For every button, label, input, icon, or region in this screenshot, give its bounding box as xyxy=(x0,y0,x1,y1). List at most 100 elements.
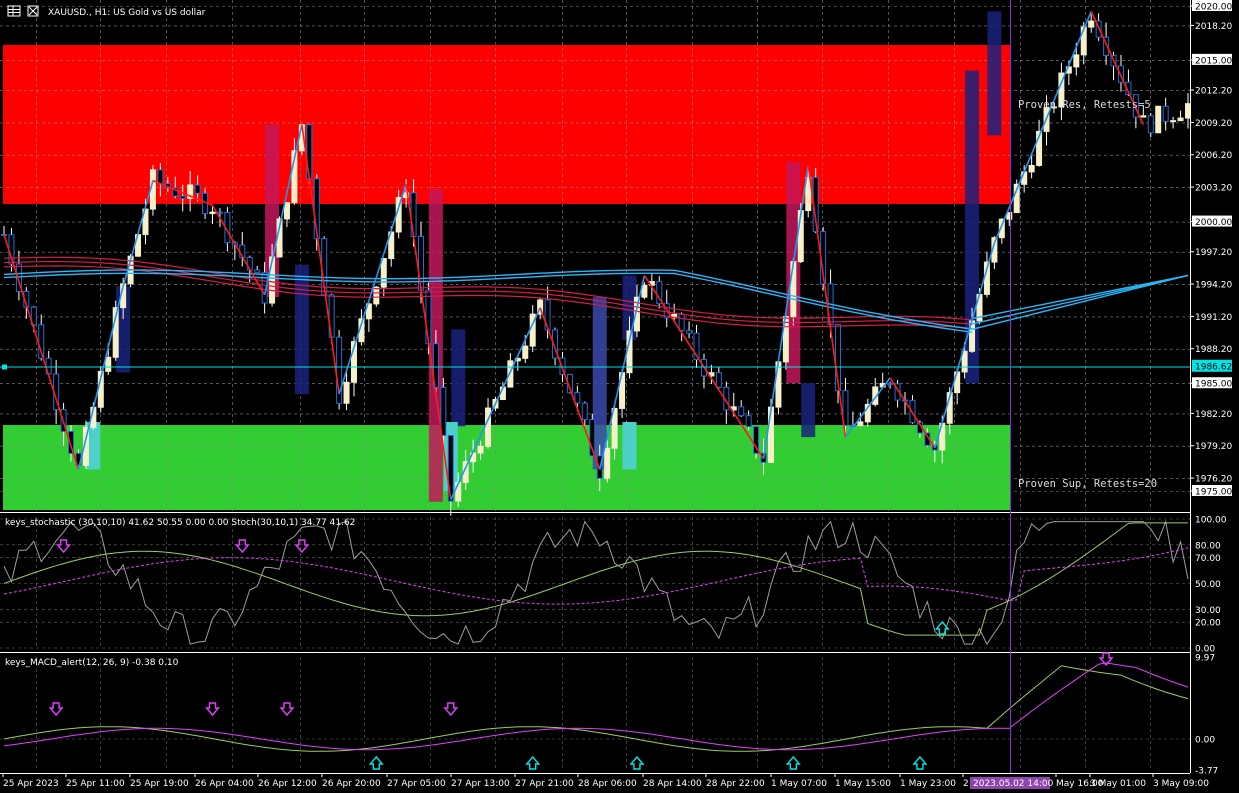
price-tick-label: 2006.20 xyxy=(1195,151,1232,161)
zigzag-segment xyxy=(450,307,541,500)
candle xyxy=(1006,212,1013,226)
stochastic-panel[interactable]: keys_stochastic (30,10,10) 41.62 50.55 0… xyxy=(0,517,1190,649)
zigzag-segment xyxy=(807,165,847,438)
buy-arrow-icon xyxy=(912,755,928,770)
session-box xyxy=(265,124,280,297)
candle xyxy=(604,440,611,483)
chart-mode-icon[interactable] xyxy=(27,5,39,17)
zigzag-segment xyxy=(211,204,266,296)
time-axis[interactable]: 25 Apr 2023 25 Apr 11:00 25 Apr 19:00 26 Ap… xyxy=(2,773,1209,789)
zigzag-segment xyxy=(122,180,154,287)
support-label: Proven Sup, Retests=20 xyxy=(1018,478,1157,490)
zigzag-segment xyxy=(539,307,601,470)
candle xyxy=(1155,105,1162,134)
stochastic-tick-label: 50.00 xyxy=(1195,580,1221,590)
time-tick-label: 2 xyxy=(963,779,969,789)
sell-arrow-icon xyxy=(1098,652,1114,667)
candle xyxy=(835,323,842,404)
moving-average-line xyxy=(3,269,973,330)
price-tick-label: 1997.20 xyxy=(1195,248,1232,258)
macd-panel[interactable]: keys_MACD_alert(12, 26, 9) -0.38 0.10 xyxy=(0,652,1190,770)
moving-average-line xyxy=(3,272,973,333)
buy-arrow-icon xyxy=(525,755,541,770)
sell-arrow-icon xyxy=(48,702,64,717)
moving-average-line xyxy=(3,261,973,325)
candle xyxy=(1013,179,1020,214)
candle xyxy=(447,434,454,516)
price-tick-label: 2000.00 xyxy=(1195,218,1232,228)
candle xyxy=(432,329,439,396)
candle xyxy=(336,329,343,410)
candle xyxy=(254,266,261,274)
zigzag-segment xyxy=(889,377,936,449)
stochastic-axis: 100.00 80.00 70.00 50.00 30.00 20.00 0.00 xyxy=(1195,516,1227,655)
candle xyxy=(842,377,849,437)
candle xyxy=(998,218,1005,244)
candle xyxy=(291,138,298,205)
macd-tick-label: 0.00 xyxy=(1195,735,1215,745)
price-tag-bg xyxy=(1192,485,1232,496)
price-tick-label: 2015.00 xyxy=(1195,56,1232,66)
candle xyxy=(261,262,268,314)
price-axis[interactable]: 2020.00 2018.20 2015.00 2012.20 2009.20 2006.… xyxy=(1190,0,1232,773)
stochastic-tick-label: 0.00 xyxy=(1195,645,1215,655)
macd-lines xyxy=(3,662,1189,752)
stochastic-title: keys_stochastic (30,10,10) 41.62 50.55 0… xyxy=(5,518,355,528)
price-tick-label: 1994.20 xyxy=(1195,281,1232,291)
candle xyxy=(1170,116,1177,129)
candle xyxy=(1036,119,1043,167)
zigzag-segment xyxy=(263,124,303,296)
zigzag-segment xyxy=(3,234,80,470)
candle xyxy=(149,164,156,216)
candle xyxy=(1132,94,1139,129)
candle xyxy=(1177,110,1184,122)
price-tick-label: 1985.00 xyxy=(1195,380,1232,390)
time-tick-label: 25 Apr 2023 xyxy=(3,779,59,789)
price-tick-label: 1975.00 xyxy=(1195,488,1232,498)
candle xyxy=(715,366,722,389)
candle xyxy=(209,206,216,224)
candle xyxy=(1162,97,1169,131)
moving-average-line xyxy=(971,274,1189,320)
time-tick-label: 1 May 23:00 xyxy=(900,779,956,789)
session-box xyxy=(86,422,101,470)
session-box xyxy=(801,383,816,438)
chart-menu-icon[interactable] xyxy=(7,5,21,17)
time-tick-label: 26 Apr 12:00 xyxy=(258,779,317,789)
time-tick-label: 1 May 07:00 xyxy=(771,779,827,789)
zigzag-segment xyxy=(405,183,452,500)
moving-average-line xyxy=(3,256,973,321)
time-tick-label: 26 Apr 04:00 xyxy=(195,779,254,789)
time-tick-label: 27 Apr 05:00 xyxy=(387,779,446,789)
candle xyxy=(172,176,179,199)
macd-axis: 9.97 0.00 -3.77 xyxy=(1195,654,1218,777)
current-price-tag-bg xyxy=(1192,359,1232,372)
time-tick-label: 3 May 09:00 xyxy=(1153,779,1209,789)
macd-title: keys_MACD_alert(12, 26, 9) -0.38 0.10 xyxy=(5,658,179,668)
zigzag-lines xyxy=(3,11,1145,500)
candle xyxy=(1140,105,1147,118)
moving-averages xyxy=(3,256,1189,333)
current-price-tag: 1986.62 xyxy=(1195,362,1232,372)
time-tick-label: 25 Apr 19:00 xyxy=(130,779,189,789)
time-tick-label: 28 Apr 14:00 xyxy=(643,779,702,789)
candle xyxy=(693,324,700,369)
price-panel[interactable]: Proven Res, Retests=5 Proven Sup, Retest… xyxy=(0,0,1191,516)
price-tick-label: 1991.20 xyxy=(1195,313,1232,323)
sell-arrow-icon xyxy=(294,539,310,554)
time-tick-label: 27 Apr 13:00 xyxy=(451,779,510,789)
candle xyxy=(641,282,648,300)
resistance-zone xyxy=(3,45,1010,204)
candle xyxy=(805,170,812,218)
stochastic-tick-label: 20.00 xyxy=(1195,619,1221,629)
moving-average-line xyxy=(971,274,1189,331)
session-box xyxy=(592,297,607,470)
candle xyxy=(887,381,894,389)
zigzag-segment xyxy=(762,165,810,459)
candle xyxy=(1147,113,1154,138)
price-tick-label: 2012.20 xyxy=(1195,87,1232,97)
sell-arrow-icon xyxy=(443,702,459,717)
candle xyxy=(112,300,119,361)
stochastic-fast-line xyxy=(3,519,1189,646)
